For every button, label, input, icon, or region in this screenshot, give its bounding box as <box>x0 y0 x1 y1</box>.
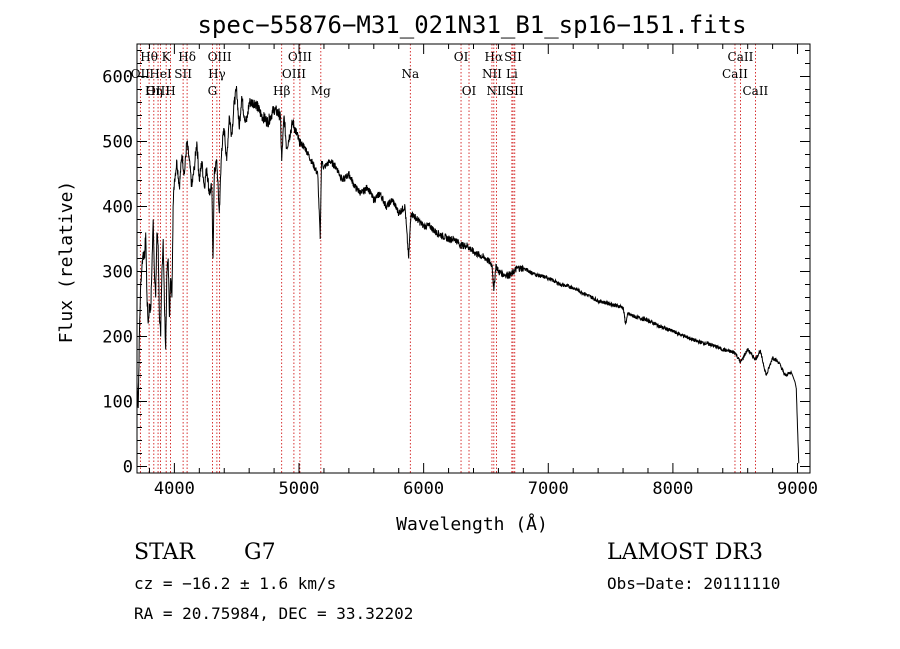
line-marker-label: NII <box>482 67 502 81</box>
line-marker-label: CaII <box>728 50 754 64</box>
line-marker-label: Na <box>401 67 419 81</box>
line-marker-label: OI <box>462 84 477 98</box>
line-marker-label: G <box>208 84 218 98</box>
line-marker-label: H <box>165 84 175 98</box>
line-marker-label: OIII <box>146 84 170 98</box>
line-marker-label: Li <box>506 67 518 81</box>
y-tick-label: 100 <box>102 393 133 413</box>
y-axis-label: Flux (relative) <box>56 181 77 344</box>
line-marker-label: HeI <box>149 67 172 81</box>
survey-name: LAMOST DR3 <box>607 540 763 565</box>
line-marker-label: K <box>162 50 172 64</box>
y-tick-label: 300 <box>102 263 133 283</box>
line-marker-label: Hγ <box>208 67 226 81</box>
obs-date: Obs−Date: 20111110 <box>607 574 780 593</box>
line-marker-label: OIII <box>288 50 312 64</box>
line-marker-label: OII <box>131 67 151 81</box>
line-marker-label: OI <box>454 50 469 64</box>
x-tick-label: 6000 <box>403 479 444 499</box>
object-subclass: G7 <box>244 540 276 565</box>
line-marker-label: Hα <box>485 50 504 64</box>
line-marker-label: Mg <box>311 84 331 98</box>
line-marker-label: NII <box>486 84 506 98</box>
y-tick-label: 500 <box>102 133 133 153</box>
y-tick-label: 0 <box>123 458 133 478</box>
x-tick-label: 5000 <box>279 479 320 499</box>
x-tick-label: 4000 <box>154 479 195 499</box>
line-marker-label: OIII <box>282 67 306 81</box>
ra-dec: RA = 20.75984, DEC = 33.32202 <box>134 604 413 623</box>
line-marker-label: Hθ <box>140 50 158 64</box>
line-marker-label: Hδ <box>178 50 196 64</box>
object-class: STAR <box>134 540 196 565</box>
line-marker-label: SII <box>504 50 522 64</box>
axis-ticks: 4000 5000 6000 7000 8000 9000 0 100 200 300 400 500… <box>102 44 818 499</box>
line-marker-label: CaII <box>722 67 748 81</box>
spectrum-line <box>136 85 800 464</box>
line-marker-label: OIII <box>208 50 232 64</box>
line-marker-label: Hη <box>145 84 163 98</box>
y-tick-label: 400 <box>102 198 133 218</box>
y-tick-label: 600 <box>102 68 133 88</box>
chart-title: spec−55876−M31_021N31_B1_sp16−151.fits <box>197 11 746 39</box>
line-marker-label: Hβ <box>273 84 290 98</box>
redshift-cz: cz = −16.2 ± 1.6 km/s <box>134 574 336 593</box>
line-marker-label: CaII <box>742 84 768 98</box>
x-tick-label: 8000 <box>652 479 693 499</box>
plot-frame <box>136 43 811 474</box>
line-markers: Hθ OII OIII K Hη HeI H Hδ SII OIII Hγ G Hβ OIII OIII Mg… <box>131 44 769 473</box>
x-tick-label: 7000 <box>528 479 569 499</box>
line-marker-label: SII <box>506 84 524 98</box>
y-tick-label: 200 <box>102 328 133 348</box>
x-axis-label: Wavelength (Å) <box>396 513 548 535</box>
line-marker-label: SII <box>174 67 192 81</box>
x-tick-label: 9000 <box>777 479 818 499</box>
